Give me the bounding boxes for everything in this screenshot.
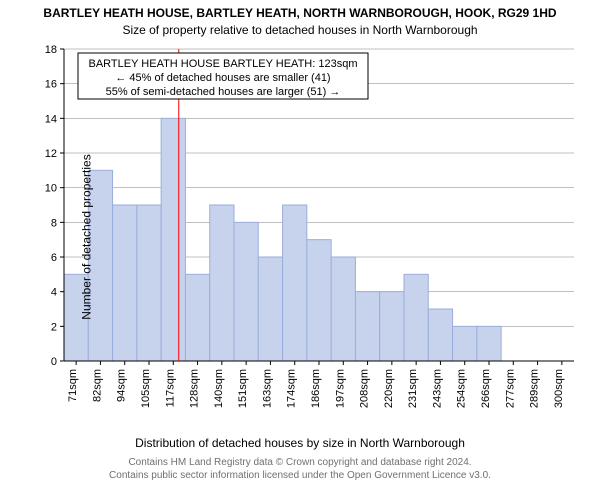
page-title-address: BARTLEY HEATH HOUSE, BARTLEY HEATH, NORT… [0,0,600,20]
footer-line-2: Contains public sector information licen… [0,469,600,482]
bar [428,309,452,361]
svg-text:71sqm: 71sqm [67,369,79,402]
page-title-subtitle: Size of property relative to detached ho… [0,20,600,39]
bar [113,205,137,361]
svg-text:289sqm: 289sqm [529,369,541,408]
svg-text:300sqm: 300sqm [553,369,565,408]
bar [355,292,379,361]
bar [234,222,258,361]
svg-text:128sqm: 128sqm [189,369,201,408]
bar [185,274,209,361]
svg-text:2: 2 [51,321,57,333]
svg-text:231sqm: 231sqm [407,369,419,408]
svg-text:18: 18 [45,44,57,56]
bar [404,274,428,361]
svg-text:197sqm: 197sqm [334,369,346,408]
footer-attribution: Contains HM Land Registry data © Crown c… [0,450,600,482]
svg-text:140sqm: 140sqm [213,369,225,408]
x-axis-label: Distribution of detached houses by size … [0,434,600,450]
bar [380,292,404,361]
footer-line-1: Contains HM Land Registry data © Crown c… [0,456,600,469]
svg-text:10: 10 [45,183,57,195]
svg-text:105sqm: 105sqm [140,369,152,408]
svg-text:55% of semi-detached houses ar: 55% of semi-detached houses are larger (… [106,86,341,98]
bar [331,257,355,361]
bar [210,205,234,361]
chart-container: Number of detached properties 0 2 4 6 8 10 12 1… [0,39,600,434]
bar [137,205,161,361]
y-axis-label: Number of detached properties [80,154,94,319]
bar [453,326,477,361]
svg-text:6: 6 [51,252,57,264]
bar [258,257,282,361]
svg-text:174sqm: 174sqm [286,369,298,408]
svg-text:186sqm: 186sqm [310,369,322,408]
svg-text:12: 12 [45,148,57,160]
svg-text:4: 4 [51,287,57,299]
svg-text:82sqm: 82sqm [91,369,103,402]
svg-text:BARTLEY HEATH HOUSE BARTLEY HE: BARTLEY HEATH HOUSE BARTLEY HEATH: 123sq… [89,58,358,70]
svg-text:243sqm: 243sqm [431,369,443,408]
svg-text:117sqm: 117sqm [164,369,176,407]
bar [307,240,331,361]
svg-text:0: 0 [51,356,57,368]
svg-text:208sqm: 208sqm [359,369,371,408]
svg-text:16: 16 [45,79,57,91]
bar [477,326,501,361]
svg-text:151sqm: 151sqm [237,369,249,408]
bar [161,118,185,361]
svg-text:8: 8 [51,217,57,229]
bar [283,205,307,361]
svg-text:220sqm: 220sqm [383,369,395,408]
svg-text:14: 14 [45,113,57,125]
svg-text:163sqm: 163sqm [261,369,273,408]
svg-text:277sqm: 277sqm [504,369,516,408]
svg-text:254sqm: 254sqm [456,369,468,408]
svg-text:94sqm: 94sqm [116,369,128,402]
svg-text:← 45% of detached houses are s: ← 45% of detached houses are smaller (41… [115,72,330,84]
svg-text:266sqm: 266sqm [480,369,492,408]
